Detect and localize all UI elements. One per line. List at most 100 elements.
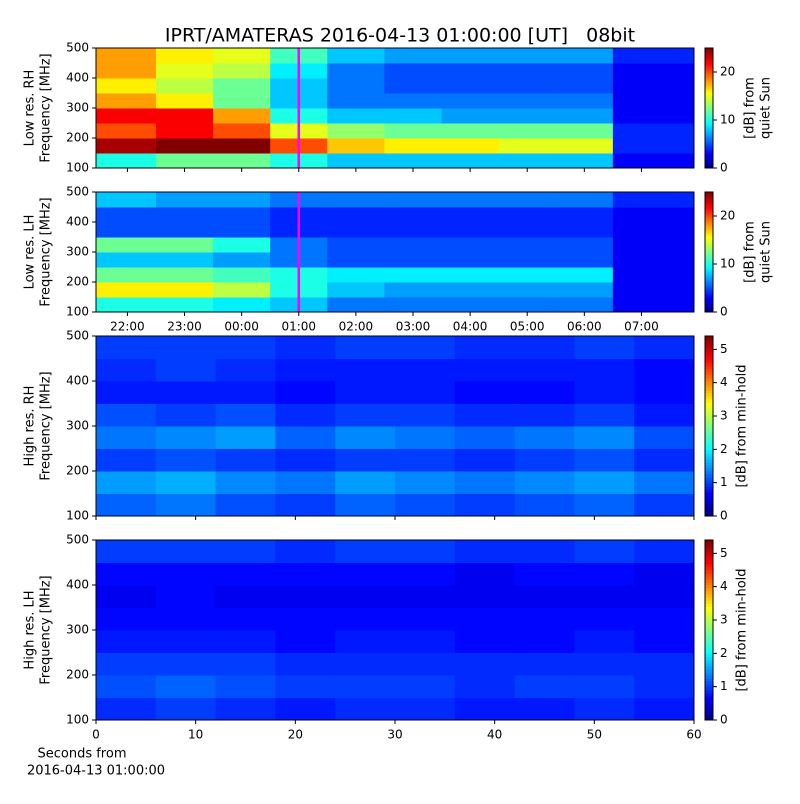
cell: [514, 652, 575, 676]
colorbar-slice: [705, 142, 713, 145]
colorbar-slice: [705, 618, 713, 622]
colorbar-slice: [705, 651, 713, 655]
colorbar-tick-label: 0: [720, 509, 728, 523]
colorbar-slice: [705, 621, 713, 625]
cell: [634, 697, 695, 721]
cell: [215, 540, 276, 563]
colorbar-slice: [705, 212, 713, 215]
x-tick-label: 00:00: [224, 320, 259, 334]
colorbar-slice: [705, 633, 713, 637]
colorbar-slice: [705, 52, 713, 55]
cell: [213, 252, 271, 268]
y-tick-label: 100: [66, 161, 89, 175]
colorbar-label: quiet Sun: [759, 77, 774, 139]
colorbar-tick-label: 5: [720, 546, 728, 560]
cell: [335, 562, 396, 586]
cell: [213, 282, 271, 298]
cell: [441, 252, 500, 268]
colorbar-slice: [705, 268, 713, 271]
cell: [335, 697, 396, 721]
colorbar-slice: [705, 294, 713, 297]
colorbar-tick-label: 4: [720, 579, 728, 593]
colorbar-slice: [705, 513, 713, 517]
colorbar-slice: [705, 254, 713, 257]
cell: [335, 675, 396, 698]
colorbar-slice: [705, 144, 713, 147]
cell: [275, 493, 336, 517]
cell: [384, 138, 443, 154]
cell: [213, 138, 271, 154]
cell: [612, 123, 695, 139]
colorbar-slice: [705, 306, 713, 309]
cell: [96, 607, 157, 631]
colorbar-slice: [705, 66, 713, 69]
colorbar-slice: [705, 140, 713, 143]
cell: [96, 403, 157, 427]
cell: [155, 138, 214, 154]
y-tick-label: 200: [66, 131, 89, 145]
cell: [634, 381, 695, 404]
colorbar-slice: [705, 480, 713, 484]
cell: [395, 607, 456, 631]
cell: [155, 297, 214, 313]
colorbar-slice: [705, 441, 713, 445]
cell: [155, 123, 214, 139]
cell: [441, 108, 500, 124]
cell: [498, 222, 557, 238]
y-tick-label: 400: [66, 215, 89, 229]
cell: [96, 63, 157, 79]
colorbar-slice: [705, 296, 713, 299]
y-tick-label: 500: [66, 329, 89, 343]
colorbar-slice: [705, 106, 713, 109]
colorbar: [705, 540, 713, 721]
colorbar-tick-label: 0: [720, 161, 728, 175]
cell: [327, 153, 385, 169]
cell: [155, 403, 217, 427]
y-axis-label: Low res. RH: [23, 70, 38, 147]
cell: [275, 675, 336, 698]
colorbar-slice: [705, 471, 713, 475]
colorbar-slice: [705, 378, 713, 382]
colorbar-slice: [705, 345, 713, 349]
cell: [454, 652, 516, 676]
cell: [155, 192, 214, 208]
cell: [441, 63, 500, 79]
colorbar-slice: [705, 387, 713, 391]
colorbar-slice: [705, 411, 713, 415]
colorbar-slice: [705, 549, 713, 553]
cell: [327, 282, 385, 298]
colorbar-slice: [705, 384, 713, 388]
cell: [384, 108, 443, 124]
cell: [155, 237, 214, 253]
cell: [335, 381, 396, 404]
cell: [555, 153, 614, 169]
cell: [155, 471, 217, 494]
cell: [96, 207, 157, 223]
colorbar-slice: [705, 164, 713, 167]
spectrogram: [96, 48, 695, 169]
colorbar-slice: [705, 80, 713, 83]
colorbar-slice: [705, 477, 713, 481]
colorbar-slice: [705, 699, 713, 703]
colorbar-slice: [705, 579, 713, 583]
colorbar-tick-label: 10: [720, 257, 735, 271]
colorbar-slice: [705, 128, 713, 131]
colorbar-tick-label: 0: [720, 305, 728, 319]
cell: [96, 697, 157, 721]
cell: [96, 630, 157, 653]
cell: [155, 381, 217, 404]
cell: [574, 585, 635, 608]
colorbar-slice: [705, 284, 713, 287]
colorbar-slice: [705, 116, 713, 119]
x-tick-label: 0: [92, 728, 100, 742]
cell: [395, 426, 456, 449]
cell: [634, 471, 695, 494]
colorbar-slice: [705, 88, 713, 91]
colorbar-slice: [705, 429, 713, 433]
colorbar-tick-label: 20: [720, 209, 735, 223]
colorbar-slice: [705, 627, 713, 631]
cell: [335, 336, 396, 359]
colorbar-slice: [705, 348, 713, 352]
colorbar-slice: [705, 160, 713, 163]
cell: [327, 138, 385, 154]
